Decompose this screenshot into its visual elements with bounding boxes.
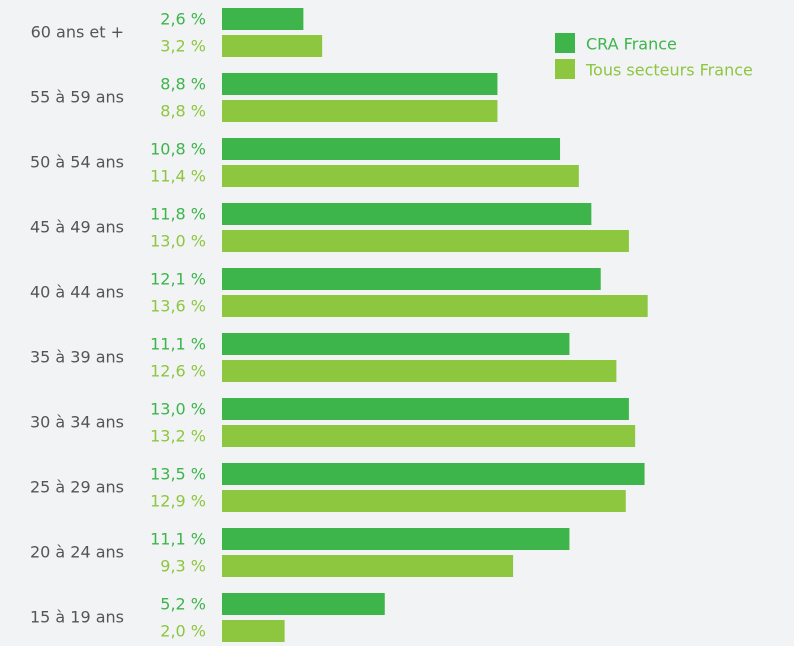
bar — [222, 230, 629, 252]
category-label: 35 à 39 ans — [30, 348, 124, 367]
bar — [222, 203, 592, 225]
bar — [222, 398, 629, 420]
bar — [222, 268, 601, 290]
value-label: 2,6 % — [160, 10, 206, 29]
category-label: 20 à 24 ans — [30, 543, 124, 562]
value-label: 8,8 % — [160, 75, 206, 94]
value-label: 11,4 % — [150, 167, 206, 186]
value-label: 13,2 % — [150, 427, 206, 446]
value-label: 11,8 % — [150, 205, 206, 224]
category-label: 60 ans et + — [31, 23, 124, 42]
value-label: 12,9 % — [150, 492, 206, 511]
bar — [222, 425, 636, 447]
value-label: 13,6 % — [150, 297, 206, 316]
legend-label: Tous secteurs France — [585, 61, 753, 80]
bar — [222, 593, 385, 615]
value-label: 13,5 % — [150, 465, 206, 484]
bar — [222, 463, 645, 485]
category-label: 25 à 29 ans — [30, 478, 124, 497]
value-label: 3,2 % — [160, 37, 206, 56]
category-label: 30 à 34 ans — [30, 413, 124, 432]
value-label: 13,0 % — [150, 400, 206, 419]
bar — [222, 555, 514, 577]
bar — [222, 528, 570, 550]
bar — [222, 620, 285, 642]
value-label: 12,1 % — [150, 270, 206, 289]
category-label: 45 à 49 ans — [30, 218, 124, 237]
bar — [222, 73, 498, 95]
legend-swatch — [555, 33, 575, 53]
value-label: 11,1 % — [150, 530, 206, 549]
legend-swatch — [555, 59, 575, 79]
category-label: 55 à 59 ans — [30, 88, 124, 107]
legend-label: CRA France — [586, 35, 677, 54]
value-label: 9,3 % — [160, 557, 206, 576]
value-label: 8,8 % — [160, 102, 206, 121]
bar — [222, 100, 498, 122]
value-label: 12,6 % — [150, 362, 206, 381]
bar — [222, 295, 648, 317]
bar — [222, 8, 304, 30]
category-label: 40 à 44 ans — [30, 283, 124, 302]
value-label: 10,8 % — [150, 140, 206, 159]
bar — [222, 333, 570, 355]
category-label: 15 à 19 ans — [30, 608, 124, 627]
bar — [222, 138, 561, 160]
value-label: 5,2 % — [160, 595, 206, 614]
value-label: 11,1 % — [150, 335, 206, 354]
bar — [222, 360, 617, 382]
value-label: 2,0 % — [160, 622, 206, 641]
bar — [222, 165, 579, 187]
bar — [222, 35, 323, 57]
bar — [222, 490, 626, 512]
category-label: 50 à 54 ans — [30, 153, 124, 172]
value-label: 13,0 % — [150, 232, 206, 251]
